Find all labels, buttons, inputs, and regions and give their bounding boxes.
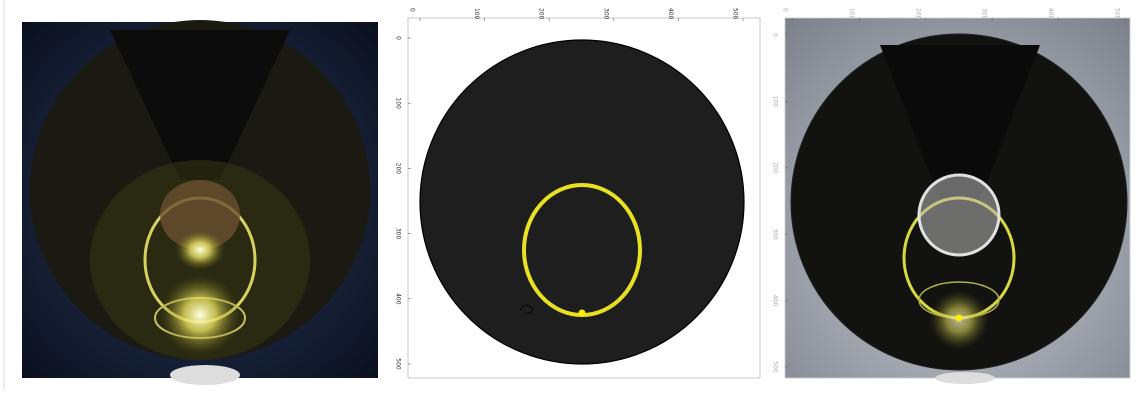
x-tick-label: 0	[782, 8, 789, 12]
y-tick-label: 300	[772, 228, 779, 240]
y-tick-label: 500	[395, 358, 402, 370]
y-tick-label: 500	[772, 361, 779, 373]
y-tick-label: 100	[772, 96, 779, 108]
figure: 0 100 200 300 400 500 0 100 200 300 400 500 0 100 200…	[0, 0, 1140, 397]
y-tick-label: 400	[395, 293, 402, 305]
x-tick-label: 100	[848, 8, 855, 20]
x-tick-label: 200	[914, 8, 921, 20]
y-tick-label: 0	[772, 33, 779, 37]
y-tick-label: 0	[395, 36, 402, 40]
y-tick-label: 200	[772, 162, 779, 174]
x-tick-label: 500	[1114, 8, 1121, 20]
simulation-plot: 0 100 200 300 400 500 0 100 200 300 400 500	[395, 8, 761, 378]
x-tick-label: 500	[732, 8, 739, 20]
x-tick-label: 0	[409, 8, 416, 12]
x-tick-label: 200	[538, 8, 545, 20]
y-tick-label: 200	[395, 163, 402, 175]
y-tick-label: 400	[772, 295, 779, 307]
x-tick-label: 300	[981, 8, 988, 20]
overlay-plot: 0 100 200 300 400 500 0 100 200 300 400 500	[772, 8, 1131, 384]
x-tick-label: 400	[1047, 8, 1054, 20]
x-tick-label: 100	[473, 8, 480, 20]
x-tick-label: 300	[602, 8, 609, 20]
y-tick-label: 300	[395, 228, 402, 240]
photo	[22, 20, 378, 385]
x-tick-label: 400	[667, 8, 674, 20]
y-tick-label: 100	[395, 97, 402, 109]
